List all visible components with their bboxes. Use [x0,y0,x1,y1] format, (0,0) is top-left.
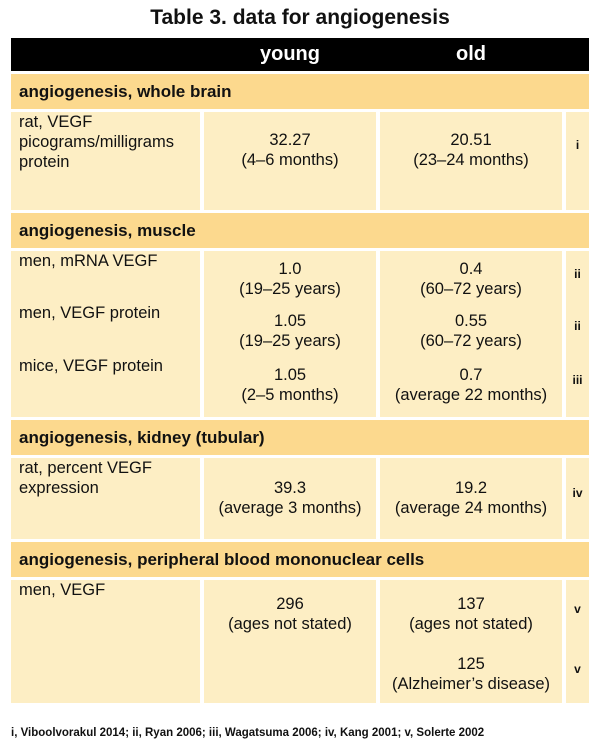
spacer-cell [11,577,589,580]
section-heading: angiogenesis, whole brain [11,71,589,109]
value-young: 32.27 (4–6 months) [200,112,378,212]
value-young: 296 (ages not stated) [200,580,378,636]
row-label: men, mRNA VEGF [11,251,202,303]
value-young: 1.0 (19–25 years) [200,251,378,303]
old-value: 0.55 [454,312,488,330]
old-note: (ages not stated) [409,615,533,633]
value-old: 0.4 (60–72 years) [376,251,564,303]
section-heading: angiogenesis, peripheral blood mononucle… [11,539,589,577]
section-header-row: angiogenesis, peripheral blood mononucle… [11,539,589,577]
value-old: 0.7 (average 22 months) [376,356,564,419]
spacer-cell [11,248,589,251]
young-value: 32.27 [269,131,311,149]
value-old: 125 (Alzheimer’s disease) [376,636,564,703]
value-old: 19.2 (average 24 months) [376,458,564,541]
value-old: 20.51 (23–24 months) [376,112,564,212]
old-value: 125 [457,655,485,673]
section-spacer [11,577,589,580]
spacer-cell [11,455,589,458]
spacer-cell [11,109,589,112]
header-empty-cell [11,38,202,73]
young-value: 1.05 [273,366,307,384]
row-label [11,636,202,703]
row-label: rat, percent VEGF expression [11,458,202,541]
reference-marker: v [562,636,589,703]
table-title: Table 3. data for angiogenesis [150,6,450,29]
value-old: 0.55 (60–72 years) [376,303,564,356]
young-note: (ages not stated) [228,615,352,633]
value-young: 1.05 (2–5 months) [200,356,378,419]
young-value: 39.3 [273,479,307,497]
angiogenesis-table: young old angiogenesis, whole brain rat, … [11,38,589,703]
old-note: (60–72 years) [420,280,522,298]
table-row: men, VEGF protein 1.05 (19–25 years) 0.55 (6… [11,303,589,356]
header-row: young old [11,38,589,73]
table-row: 125 (Alzheimer’s disease) v [11,636,589,703]
row-label: rat, VEGF picograms/milligrams protein [11,112,202,212]
reference-marker: iv [562,458,589,541]
value-young [200,636,378,703]
young-note: (19–25 years) [239,332,341,350]
young-note: (4–6 months) [241,151,339,169]
section-spacer [11,455,589,458]
section-heading: angiogenesis, muscle [11,210,589,248]
young-value: 1.05 [273,312,307,330]
reference-marker: ii [562,303,589,356]
old-value: 137 [457,595,485,613]
header-old: old [378,38,564,73]
header-young: young [202,38,378,73]
section-header-row: angiogenesis, kidney (tubular) [11,417,589,455]
header-ref-cell [564,38,589,73]
value-young: 39.3 (average 3 months) [200,458,378,541]
row-label: men, VEGF protein [11,303,202,356]
row-label: mice, VEGF protein [11,356,202,419]
old-value: 0.4 [459,260,483,278]
table-row: rat, percent VEGF expression 39.3 (average… [11,458,589,541]
old-note: (60–72 years) [420,332,522,350]
old-value: 0.7 [459,366,483,384]
table-row: rat, VEGF picograms/milligrams protein 32… [11,112,589,212]
young-note: (2–5 months) [241,386,339,404]
table-row: men, mRNA VEGF 1.0 (19–25 years) 0.4 (60–72 … [11,251,589,303]
section-header-row: angiogenesis, whole brain [11,71,589,109]
section-header-row: angiogenesis, muscle [11,210,589,248]
young-note: (average 3 months) [218,499,362,517]
reference-marker: i [562,112,589,212]
old-note: (23–24 months) [413,151,529,169]
section-spacer [11,248,589,251]
old-value: 19.2 [454,479,488,497]
section-heading: angiogenesis, kidney (tubular) [11,417,589,455]
old-note: (Alzheimer’s disease) [391,675,551,693]
value-young: 1.05 (19–25 years) [200,303,378,356]
row-label: men, VEGF [11,580,202,636]
old-note: (average 22 months) [394,386,548,404]
table-row: mice, VEGF protein 1.05 (2–5 months) 0.7 (av… [11,356,589,419]
reference-marker: v [562,580,589,636]
table-row: men, VEGF 296 (ages not stated) 137 (ages no… [11,580,589,636]
references-footnote: i, Viboolvorakul 2014; ii, Ryan 2006; ii… [11,727,485,739]
value-old: 137 (ages not stated) [376,580,564,636]
section-spacer [11,109,589,112]
young-note: (19–25 years) [239,280,341,298]
young-value: 1.0 [278,260,302,278]
old-value: 20.51 [450,131,492,149]
reference-marker: iii [562,356,589,419]
reference-marker: ii [562,251,589,303]
old-note: (average 24 months) [394,499,548,517]
young-value: 296 [276,595,304,613]
